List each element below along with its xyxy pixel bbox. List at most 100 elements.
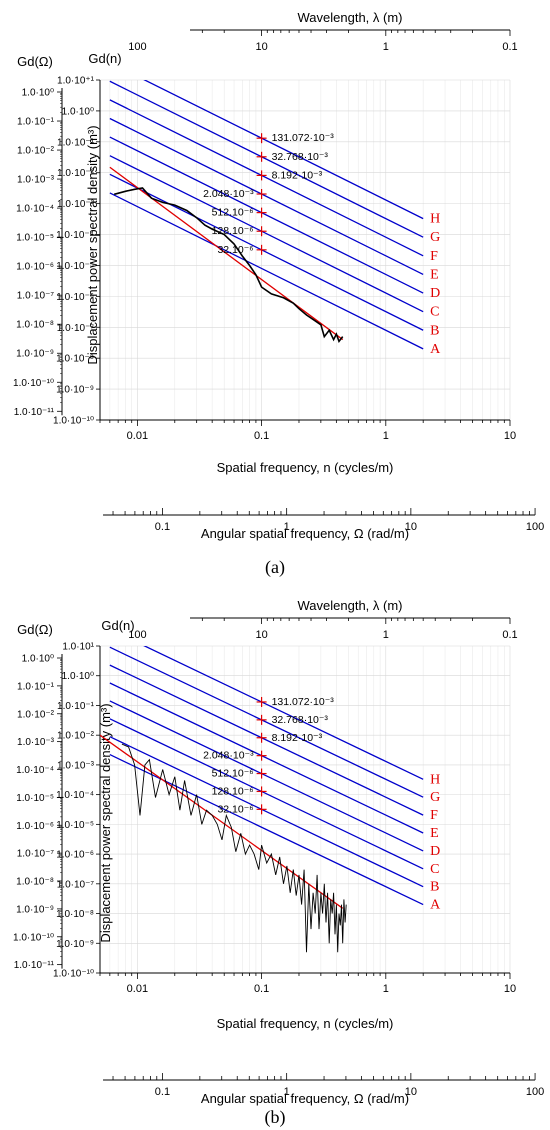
y-tick-label: 1.0·10⁻³	[57, 199, 95, 210]
fit-line	[100, 734, 344, 909]
x-tick-label: 1	[383, 430, 389, 442]
gd-omega-tick-label: 1.0·10⁻¹¹	[14, 407, 55, 418]
x-tick-label: 0.01	[127, 983, 148, 995]
class-marker	[256, 768, 267, 779]
class-line-f	[109, 664, 424, 816]
gd-omega-tick-label: 1.0·10⁻⁸	[16, 877, 54, 888]
class-marker	[256, 244, 267, 255]
x-tick-label: 0.01	[127, 430, 148, 442]
top-tick-label: 10	[255, 629, 267, 641]
class-annotation: 2.048·10⁻³	[203, 188, 254, 200]
top-tick-label: 0.1	[502, 629, 517, 641]
class-annotation: 32.768·10⁻³	[272, 151, 329, 163]
class-letter: A	[430, 898, 441, 913]
panel-a: 0.01 0.1 1 101.0·10⁻¹⁰1.0·10⁻⁹1.0·10⁻⁸1.0·1…	[13, 10, 544, 578]
measured-spectrum	[113, 187, 344, 344]
class-letter: H	[430, 212, 440, 227]
class-marker	[256, 786, 267, 797]
class-line-g	[109, 80, 424, 238]
x-tick-label: 1	[383, 983, 389, 995]
y-tick-label: 1.0·10⁻⁴	[56, 790, 94, 801]
class-annotation: 128.10⁻⁶	[212, 785, 254, 797]
class-line-h	[143, 80, 424, 220]
y-tick-label: 1.0·10⁻¹⁰	[53, 969, 94, 980]
class-letter: G	[430, 790, 440, 805]
class-annotation: 32.10⁻⁶	[217, 803, 253, 815]
y-tick-label: 1.0·10⁻⁶	[56, 292, 94, 303]
grid	[99, 79, 511, 421]
plot-area	[100, 646, 424, 953]
measured-spectrum	[121, 743, 347, 953]
bottom2-tick-label: 0.1	[155, 1086, 170, 1098]
class-marker	[256, 133, 267, 144]
gd-omega-tick-label: 1.0·10⁻⁹	[16, 904, 54, 915]
y-tick-label: 1.0·10⁻⁶	[56, 850, 94, 861]
panel-b: 0.01 0.1 1 101.0·10⁻¹⁰1.0·10⁻⁹1.0·10⁻⁸1.0·1…	[13, 598, 544, 1128]
class-line-e	[109, 117, 424, 276]
y-axis-title: Displacement power spectral density (m³)	[85, 125, 100, 364]
gd-omega-tick-label: 1.0·10⁰	[22, 88, 54, 99]
y-tick-label: 1.0·10⁻⁹	[56, 939, 94, 950]
plot-area	[109, 80, 424, 350]
class-letter: C	[430, 305, 439, 320]
bottom2-axis-title: Angular spatial frequency, Ω (rad/m)	[201, 526, 409, 541]
class-annotation: 32.768·10⁻³	[272, 714, 329, 726]
x-tick-label: 10	[504, 430, 516, 442]
y-tick-label: 1.0·10⁰	[62, 106, 94, 117]
class-line-g	[109, 646, 424, 798]
panel-label: (b)	[265, 1107, 286, 1128]
class-line-a	[109, 754, 424, 906]
class-annotation: 2.048·10⁻³	[203, 750, 254, 762]
class-line-b	[109, 173, 424, 331]
bottom2-tick-label: 1	[284, 1086, 290, 1098]
y-tick-label: 1.0·10⁻¹⁰	[53, 416, 94, 427]
class-marker	[256, 804, 267, 815]
class-annotation: 512.10⁻⁶	[212, 768, 254, 780]
x-axis-title: Spatial frequency, n (cycles/m)	[217, 1016, 394, 1031]
y-tick-label: 1.0·10⁻⁴	[56, 230, 94, 241]
gd-omega-tick-label: 1.0·10⁻⁵	[16, 233, 54, 244]
y-axis-title: Displacement power spectral density (m³)	[98, 703, 113, 942]
gd-n-axis-title: Gd(n)	[101, 618, 134, 633]
gd-omega-tick-label: 1.0·10⁻¹	[17, 681, 55, 692]
class-marker	[256, 750, 267, 761]
bottom2-tick-label: 10	[405, 1086, 417, 1098]
y-tick-label: 1.0·10⁻⁵	[56, 820, 94, 831]
gd-omega-tick-label: 1.0·10⁻¹¹	[14, 960, 55, 971]
y-tick-label: 1.0·10⁻²	[57, 168, 95, 179]
y-tick-label: 1.0·10⁻²	[57, 731, 95, 742]
class-marker	[256, 226, 267, 237]
class-marker	[256, 189, 267, 200]
x-tick-label: 10	[504, 983, 516, 995]
class-line-d	[109, 700, 424, 852]
class-annotation: 512.10⁻⁶	[212, 207, 254, 219]
panel-label: (a)	[265, 557, 285, 578]
bottom2-axis-title: Angular spatial frequency, Ω (rad/m)	[201, 1091, 409, 1106]
class-marker	[256, 170, 267, 181]
gd-omega-tick-label: 1.0·10⁻⁷	[17, 849, 55, 860]
bottom2-tick-label: 100	[526, 521, 544, 533]
top-tick-label: 1	[383, 629, 389, 641]
class-letter: G	[430, 230, 440, 245]
y-tick-label: 1.0·10⁻¹	[57, 137, 95, 148]
y-tick-label: 1.0·10⁻⁸	[56, 909, 94, 920]
class-letter: H	[430, 772, 440, 787]
x-axis-title: Spatial frequency, n (cycles/m)	[217, 460, 394, 475]
class-letter: E	[430, 267, 439, 282]
gd-omega-tick-label: 1.0·10⁻²	[17, 709, 55, 720]
gd-omega-tick-label: 1.0·10⁻⁹	[16, 349, 54, 360]
class-letter: C	[430, 862, 439, 877]
gd-omega-axis-title: Gd(Ω)	[17, 54, 53, 69]
gd-omega-tick-label: 1.0·10⁰	[22, 654, 54, 665]
class-letter: D	[430, 286, 440, 301]
class-letter: D	[430, 844, 440, 859]
class-annotation: 8.192·10⁻³	[272, 169, 323, 181]
y-tick-label: 1.0·10⁻¹	[57, 701, 95, 712]
top-tick-label: 1	[383, 41, 389, 53]
gd-omega-tick-label: 1.0·10⁻¹⁰	[13, 932, 54, 943]
class-marker	[256, 207, 267, 218]
class-marker	[256, 696, 267, 707]
gd-omega-axis-title: Gd(Ω)	[17, 622, 53, 637]
class-annotation: 128.10⁻⁶	[212, 225, 254, 237]
